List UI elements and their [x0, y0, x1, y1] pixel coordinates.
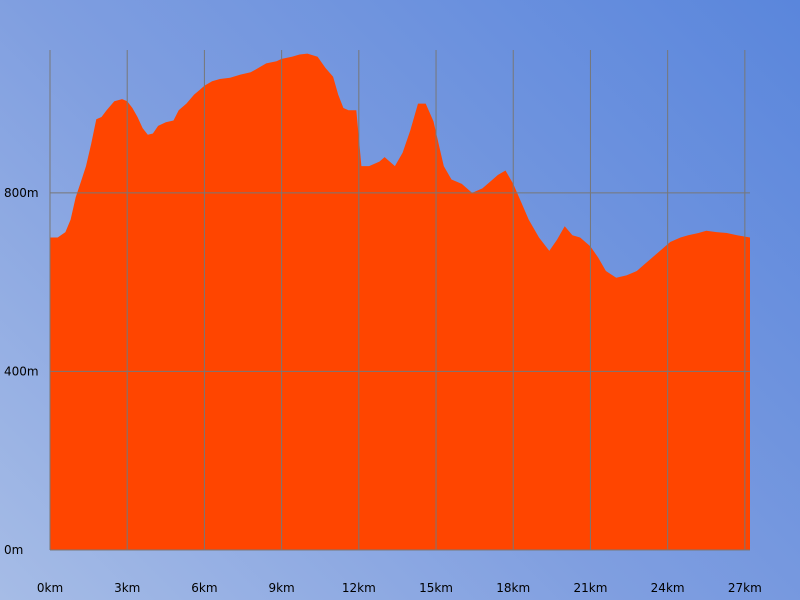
y-tick-label: 800m — [4, 186, 39, 200]
x-tick-label: 18km — [496, 581, 530, 595]
x-tick-label: 24km — [651, 581, 685, 595]
y-tick-label: 0m — [4, 543, 23, 557]
x-tick-label: 9km — [268, 581, 294, 595]
x-tick-label: 12km — [342, 581, 376, 595]
x-tick-label: 21km — [573, 581, 607, 595]
x-tick-label: 15km — [419, 581, 453, 595]
x-tick-label: 3km — [114, 581, 140, 595]
x-tick-label: 6km — [191, 581, 217, 595]
elevation-area — [50, 53, 750, 550]
x-tick-label: 0km — [37, 581, 63, 595]
y-tick-labels: 0m 400m 800m — [4, 186, 39, 557]
y-tick-label: 400m — [4, 364, 39, 378]
x-tick-labels: 0km 3km 6km 9km 12km 15km 18km 21km 24km 27km — [37, 581, 762, 595]
x-tick-label: 27km — [728, 581, 762, 595]
